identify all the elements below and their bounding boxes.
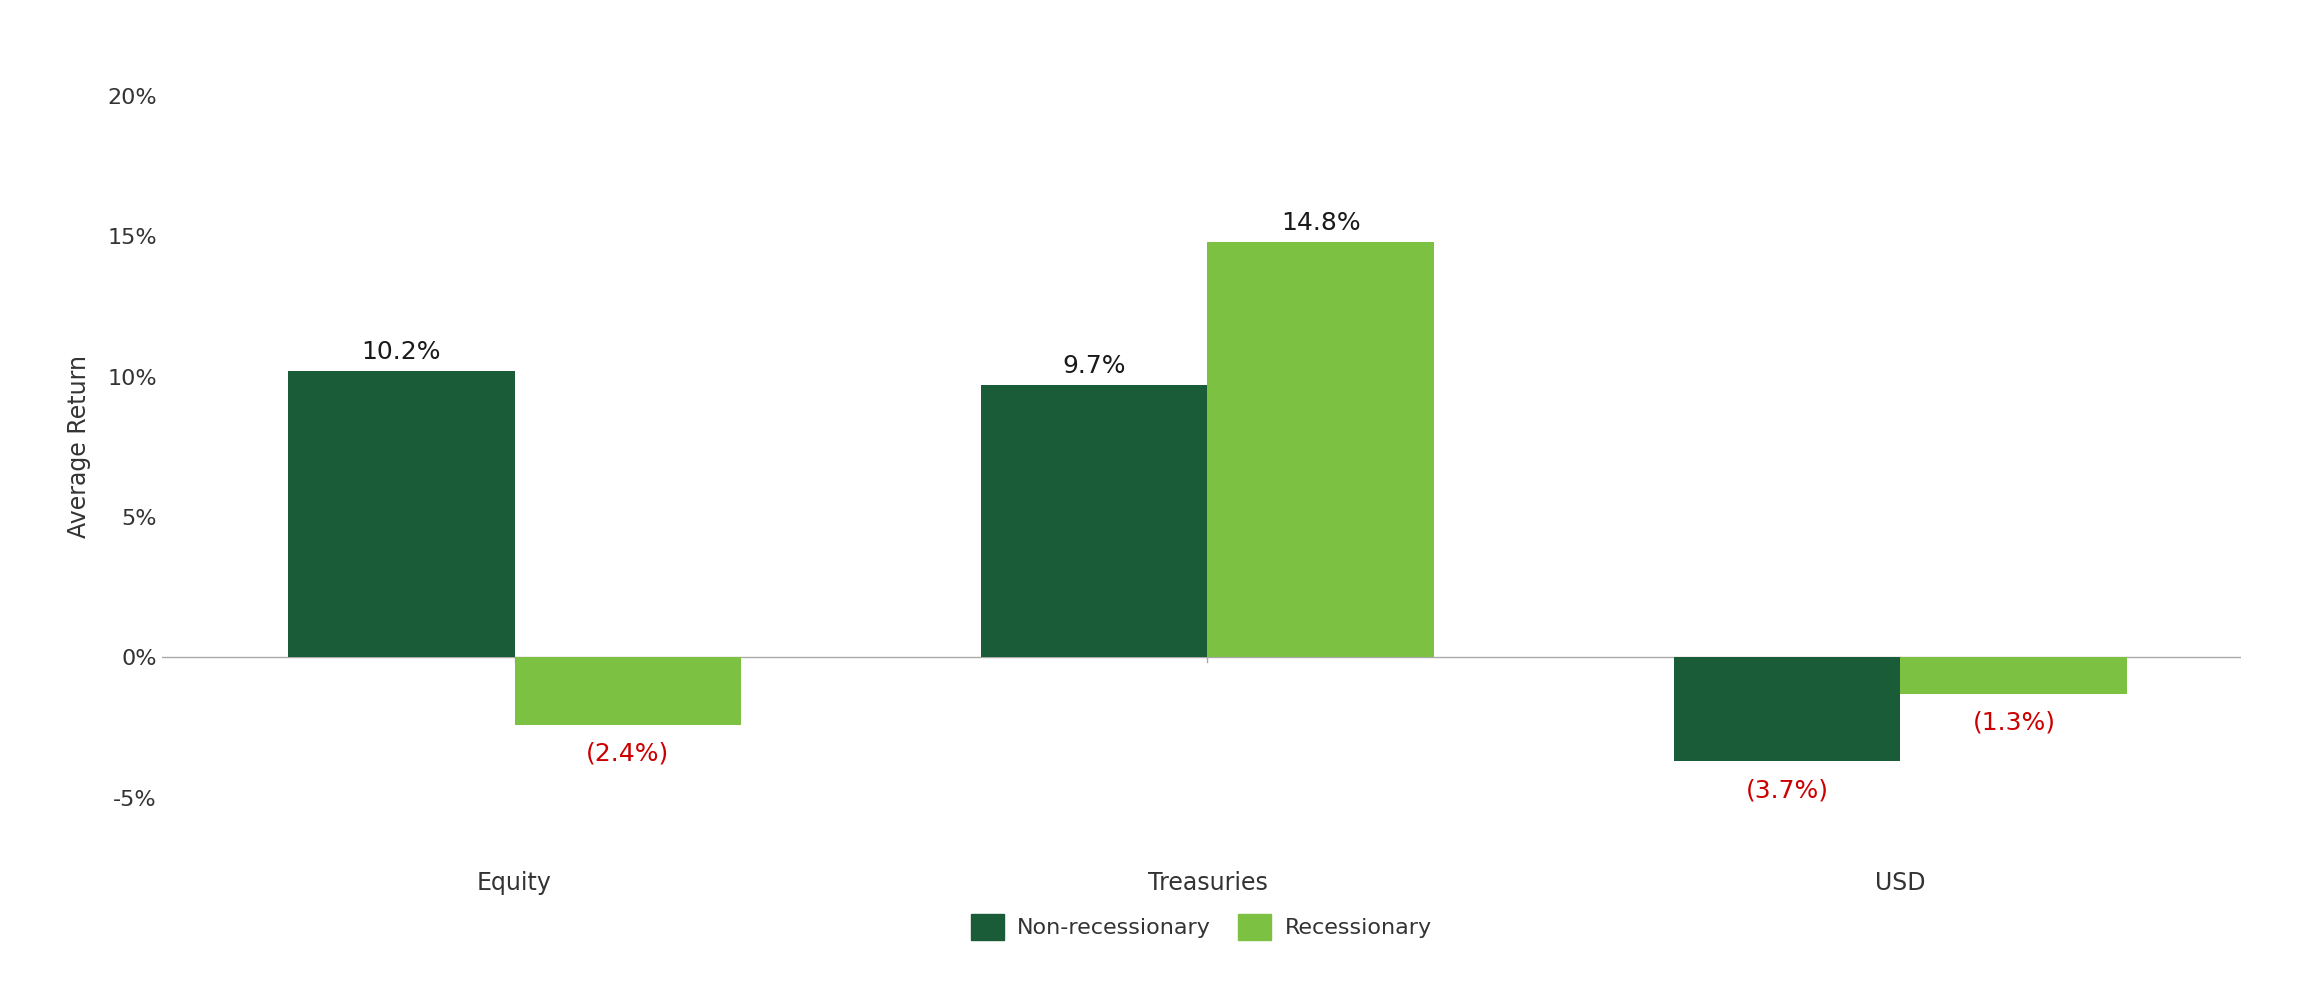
Bar (1208, 242, 1435, 657)
Text: 14.8%: 14.8% (1282, 211, 1361, 235)
Bar (1675, 657, 1901, 762)
Text: (3.7%): (3.7%) (1746, 779, 1830, 802)
Text: 9.7%: 9.7% (1063, 355, 1125, 378)
Bar (982, 385, 1208, 657)
Text: 10.2%: 10.2% (360, 340, 441, 364)
Text: (2.4%): (2.4%) (587, 742, 670, 766)
Bar (515, 657, 742, 725)
Legend: Non-recessionary, Recessionary: Non-recessionary, Recessionary (961, 906, 1441, 948)
Bar (1901, 657, 2128, 694)
Bar (289, 371, 515, 657)
Text: (1.3%): (1.3%) (1973, 711, 2056, 735)
Y-axis label: Average Return: Average Return (67, 355, 90, 538)
